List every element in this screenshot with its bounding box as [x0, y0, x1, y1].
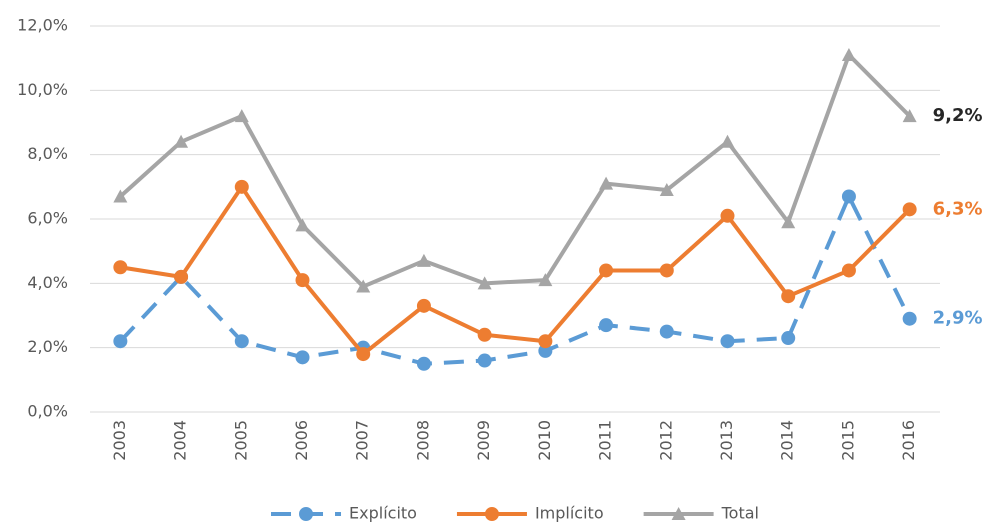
legend-marker [299, 507, 314, 521]
legend-label: Total [721, 504, 759, 523]
point-marker [659, 324, 674, 339]
point-marker [174, 134, 189, 148]
x-tick-label: 2008 [413, 420, 432, 461]
point-marker [356, 347, 371, 362]
point-marker [477, 327, 492, 342]
point-marker [599, 318, 614, 333]
point-marker [174, 269, 189, 284]
legend: Explícito Implícito Total [271, 504, 759, 523]
point-marker [416, 356, 431, 371]
y-tick-label: 12,0% [17, 16, 68, 35]
point-marker [902, 109, 917, 123]
x-tick-label: 2016 [899, 420, 918, 461]
point-marker [538, 334, 553, 349]
series-line [119, 52, 912, 289]
y-tick-label: 10,0% [17, 80, 68, 99]
point-marker [599, 263, 614, 278]
point-marker [234, 109, 249, 123]
data-label: 9,2% [933, 105, 983, 126]
point-marker [781, 289, 796, 304]
point-marker [234, 334, 249, 349]
legend-marker [671, 507, 686, 520]
point-marker [599, 176, 614, 190]
x-tick-label: 2009 [474, 420, 493, 461]
point-marker [416, 298, 431, 313]
point-marker [781, 331, 796, 346]
x-tick-label: 2007 [353, 420, 372, 461]
y-tick-label: 2,0% [27, 337, 68, 356]
legend-label: Explícito [349, 504, 417, 523]
data-label: 2,9% [933, 308, 983, 329]
legend-label: Implícito [535, 504, 604, 523]
x-tick-label: 2004 [171, 420, 190, 461]
point-marker [416, 253, 431, 267]
x-tick-label: 2012 [656, 420, 675, 461]
x-tick-label: 2011 [596, 420, 615, 461]
point-marker [902, 202, 917, 217]
point-marker [720, 334, 735, 349]
point-marker [295, 273, 310, 288]
x-tick-label: 2005 [231, 420, 250, 461]
x-tick-label: 2003 [110, 420, 129, 461]
y-tick-label: 6,0% [27, 209, 68, 228]
x-tick-label: 2013 [717, 420, 736, 461]
x-tick-label: 2015 [838, 420, 857, 461]
data-label: 6,3% [933, 198, 983, 219]
point-marker [841, 47, 856, 61]
series-line [120, 184, 912, 357]
y-tick-label: 0,0% [27, 402, 68, 421]
x-tick-label: 2010 [535, 420, 554, 461]
point-marker [234, 179, 249, 194]
legend-marker [484, 507, 499, 521]
point-marker [477, 353, 492, 368]
point-marker [720, 134, 735, 148]
point-marker [781, 215, 796, 229]
point-marker [720, 208, 735, 223]
point-marker [113, 334, 128, 349]
x-tick-label: 2006 [292, 420, 311, 461]
point-marker [902, 311, 917, 326]
point-marker [295, 218, 310, 232]
point-marker [113, 189, 128, 203]
point-marker [477, 276, 492, 290]
point-marker [659, 263, 674, 278]
point-marker [356, 279, 371, 293]
point-marker [538, 273, 553, 287]
series-line [118, 194, 912, 366]
y-tick-label: 8,0% [27, 144, 68, 163]
point-marker [841, 263, 856, 278]
point-marker [659, 183, 674, 197]
point-marker [295, 350, 310, 365]
point-marker [113, 260, 128, 275]
y-tick-label: 4,0% [27, 273, 68, 292]
point-marker [538, 343, 553, 358]
x-tick-label: 2014 [778, 420, 797, 461]
point-marker [841, 189, 856, 204]
